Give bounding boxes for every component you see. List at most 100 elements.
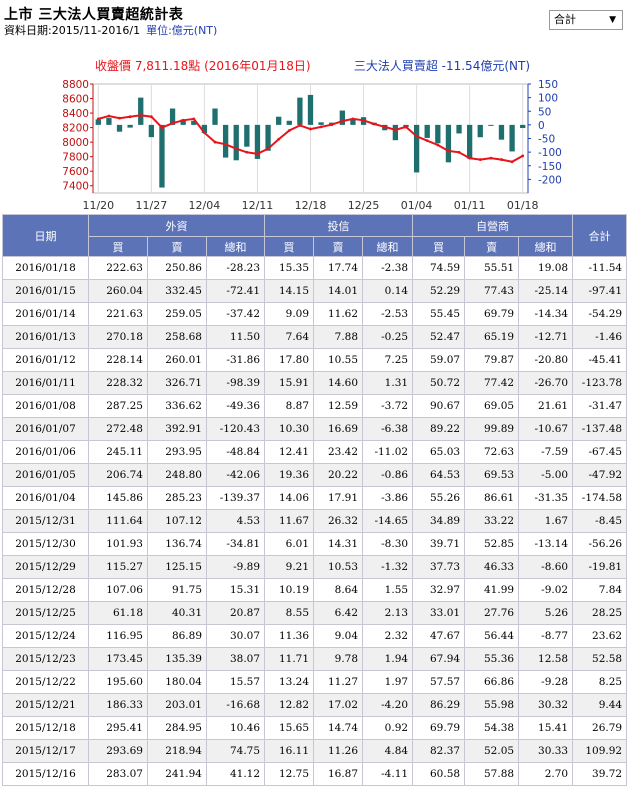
table-cell: 8.64 (313, 578, 364, 602)
table-cell: 14.60 (313, 371, 364, 395)
bar (509, 124, 515, 152)
table-cell: 14.01 (313, 279, 364, 303)
table-cell: 41.12 (205, 762, 266, 786)
table-cell: 186.33 (88, 693, 148, 717)
table-cell: 221.63 (88, 302, 148, 326)
table-cell: 12.75 (264, 762, 315, 786)
table-cell: -11.02 (362, 440, 414, 464)
table-cell: 65.03 (412, 440, 466, 464)
table-cell: 52.85 (464, 532, 520, 556)
table-cell: -45.41 (572, 348, 628, 372)
table-cell: 218.94 (147, 739, 207, 763)
table-cell: 67.94 (412, 647, 466, 671)
table-row: 2015/12/22 195.60 180.04 15.57 13.24 11.27 1.9… (2, 670, 628, 694)
table-cell: 77.43 (464, 279, 520, 303)
bar (488, 124, 494, 126)
bar (201, 124, 208, 134)
table-cell: 2.32 (362, 624, 414, 648)
table-cell: 8.87 (264, 394, 315, 418)
right-tick-label: 0 (538, 120, 545, 132)
table-row: 2015/12/29 115.27 125.15 -9.89 9.21 10.53 -1.3… (2, 555, 628, 579)
table-cell: 90.67 (412, 394, 466, 418)
table-cell: 61.18 (88, 601, 148, 625)
table-cell: -1.32 (362, 555, 414, 579)
table-row: 2015/12/25 61.18 40.31 20.87 8.55 6.42 2.13 33.… (2, 601, 628, 625)
table-cell: 86.29 (412, 693, 466, 717)
table-cell: 115.27 (88, 555, 148, 579)
price-point (256, 152, 259, 156)
table-cell: 6.01 (264, 532, 315, 556)
price-point (213, 140, 217, 144)
price-point (362, 118, 365, 122)
table-cell: 15.35 (264, 256, 315, 280)
table-cell: 86.89 (147, 624, 207, 648)
cell-date: 2016/01/18 (2, 256, 89, 280)
chart-price-line (96, 113, 525, 164)
table-cell: 52.47 (412, 325, 466, 349)
table-cell: 30.07 (205, 624, 266, 648)
price-point (457, 150, 461, 154)
table-cell: -49.36 (205, 394, 266, 418)
table-cell: -139.37 (205, 486, 266, 510)
price-point (468, 156, 472, 160)
x-tick-label: 11/20 (82, 199, 114, 212)
table-cell: -11.54 (572, 256, 628, 280)
price-point (478, 158, 482, 161)
price-point (245, 150, 249, 154)
table-cell: 69.79 (464, 302, 520, 326)
table-cell: -14.34 (518, 302, 574, 326)
table-cell: -9.89 (205, 555, 266, 579)
cell-date: 2015/12/23 (2, 647, 89, 671)
price-point (203, 131, 206, 135)
table-cell: 14.31 (313, 532, 364, 556)
cell-date: 2016/01/11 (2, 371, 89, 395)
table-cell: 260.04 (88, 279, 148, 303)
table-cell: 9.21 (264, 555, 315, 579)
table-cell: 17.80 (264, 348, 315, 372)
table-cell: 10.55 (313, 348, 364, 372)
chart-bars (95, 94, 526, 188)
table-cell: 69.79 (412, 716, 466, 740)
table-cell: 14.15 (264, 279, 315, 303)
table-cell: 14.06 (264, 486, 315, 510)
cell-date: 2016/01/04 (2, 486, 89, 510)
cell-date: 2016/01/05 (2, 463, 89, 487)
table-cell: 11.26 (313, 739, 364, 763)
table-cell: -37.42 (205, 302, 266, 326)
price-point (277, 137, 281, 141)
table-cell: 52.05 (464, 739, 520, 763)
right-tick-label: 150 (538, 79, 558, 91)
table-cell: 72.63 (464, 440, 520, 464)
table-cell: 91.75 (147, 578, 207, 602)
table-cell: 284.95 (147, 716, 207, 740)
table-cell: 250.86 (147, 256, 207, 280)
table-cell: -16.68 (205, 693, 266, 717)
chart-axes: 7400 7600 7800 8000 8200 8400 8600 8800 150 10050… (62, 79, 562, 212)
bar (276, 116, 282, 125)
table-cell: 30.33 (518, 739, 574, 763)
table-cell: 203.01 (147, 693, 207, 717)
table-cell: 0.14 (362, 279, 414, 303)
table-cell: 79.87 (464, 348, 520, 372)
table-cell: -28.23 (205, 256, 266, 280)
category-select[interactable]: 合計 ▼ (549, 10, 623, 30)
table-row: 2016/01/05 206.74 248.80 -42.06 19.36 20.22 -0… (2, 463, 628, 487)
table-cell: 125.15 (147, 555, 207, 579)
table-cell: 20.22 (313, 463, 364, 487)
table-cell: -48.84 (205, 440, 266, 464)
table-cell: -54.29 (572, 302, 628, 326)
price-point (436, 143, 440, 147)
table-cell: 260.01 (147, 348, 207, 372)
table-cell: 7.64 (264, 325, 315, 349)
table-cell: -56.26 (572, 532, 628, 556)
table-cell: 16.11 (264, 739, 315, 763)
table-cell: 30.32 (518, 693, 574, 717)
table-cell: -31.47 (572, 394, 628, 418)
price-point (393, 128, 397, 132)
cell-date: 2015/12/24 (2, 624, 89, 648)
price-point (500, 158, 503, 161)
cell-date: 2016/01/13 (2, 325, 89, 349)
table-cell: 33.01 (412, 601, 466, 625)
table-cell: 228.32 (88, 371, 148, 395)
table-row: 2016/01/12 228.14 260.01 -31.86 17.80 10.55 7.… (2, 348, 628, 372)
